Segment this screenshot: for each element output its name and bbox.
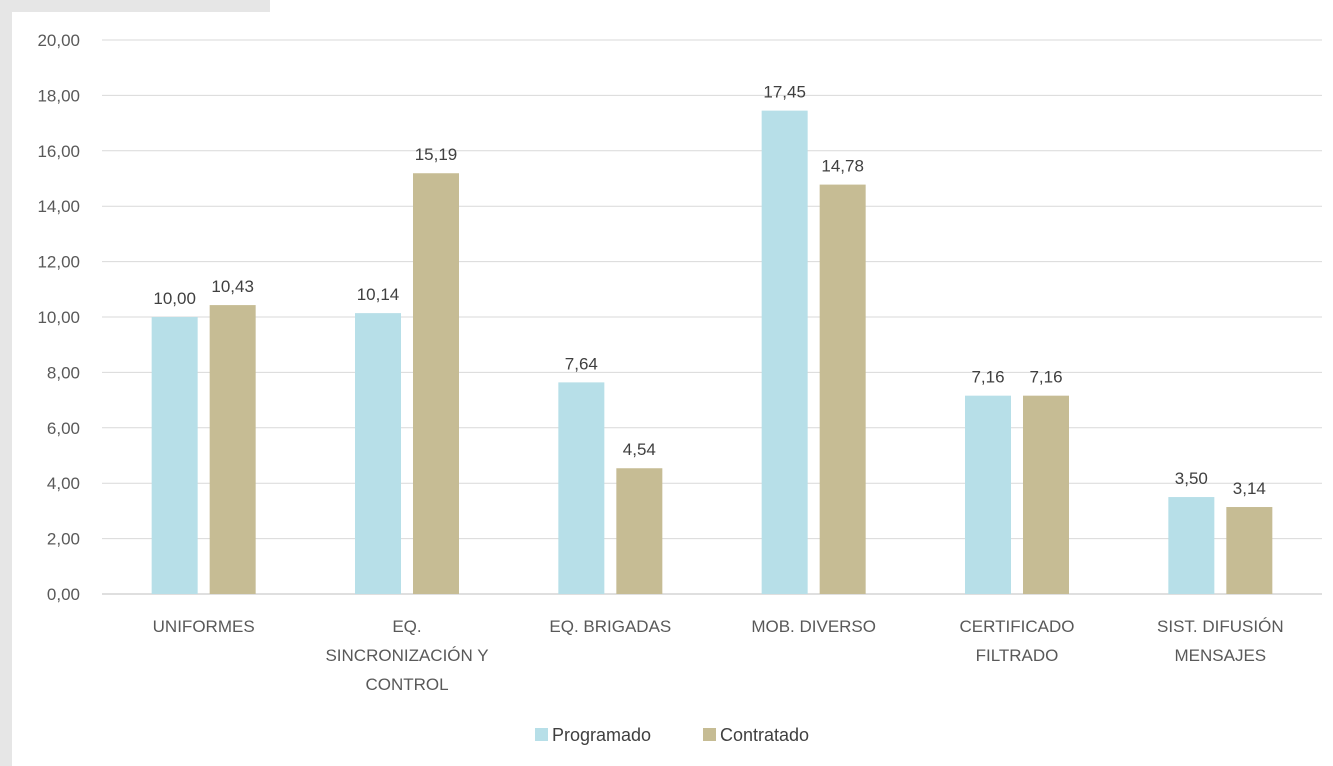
x-tick-label: SINCRONIZACIÓN Y bbox=[325, 646, 488, 665]
data-label: 7,16 bbox=[971, 368, 1004, 387]
y-tick-label: 10,00 bbox=[37, 308, 80, 327]
x-axis-categories: UNIFORMES EQ. SINCRONIZACIÓN Y CONTROL EQ. B… bbox=[153, 617, 1284, 694]
x-tick-label: CONTROL bbox=[365, 675, 448, 694]
data-label: 10,00 bbox=[153, 289, 196, 308]
x-tick-label: EQ. bbox=[392, 617, 421, 636]
bar-contratado bbox=[1023, 395, 1069, 594]
y-tick-label: 16,00 bbox=[37, 142, 80, 161]
panel-top bbox=[270, 0, 1333, 12]
x-tick-label: MENSAJES bbox=[1175, 646, 1267, 665]
x-tick-label: EQ. BRIGADAS bbox=[549, 617, 671, 636]
y-tick-label: 6,00 bbox=[47, 419, 80, 438]
bar-contratado bbox=[819, 184, 866, 594]
legend: Programado Contratado bbox=[535, 725, 809, 745]
y-tick-label: 2,00 bbox=[47, 530, 80, 549]
data-label: 3,14 bbox=[1233, 479, 1266, 498]
bar-programado bbox=[1168, 497, 1215, 594]
y-tick-label: 4,00 bbox=[47, 474, 80, 493]
gridlines bbox=[102, 39, 1322, 595]
data-label: 7,16 bbox=[1029, 368, 1062, 387]
y-tick-label: 14,00 bbox=[37, 197, 80, 216]
bars bbox=[151, 110, 1273, 594]
bar-programado bbox=[761, 110, 808, 594]
legend-swatch bbox=[703, 728, 716, 741]
data-label: 10,43 bbox=[211, 277, 254, 296]
bar-programado bbox=[151, 317, 198, 594]
x-tick-label: SIST. DIFUSIÓN bbox=[1157, 617, 1284, 636]
y-tick-label: 8,00 bbox=[47, 363, 80, 382]
x-tick-label: FILTRADO bbox=[976, 646, 1059, 665]
bar-contratado bbox=[209, 305, 256, 594]
data-label: 14,78 bbox=[821, 157, 864, 176]
background-tab bbox=[0, 0, 270, 12]
y-tick-label: 12,00 bbox=[37, 253, 80, 272]
data-label: 4,54 bbox=[623, 440, 656, 459]
data-label: 3,50 bbox=[1175, 469, 1208, 488]
data-label: 10,14 bbox=[357, 285, 400, 304]
data-label: 15,19 bbox=[415, 145, 458, 164]
y-tick-label: 18,00 bbox=[37, 86, 80, 105]
x-tick-label: UNIFORMES bbox=[153, 617, 255, 636]
data-label: 7,64 bbox=[565, 354, 598, 373]
bar-programado bbox=[558, 382, 605, 594]
data-labels: 10,00 10,43 10,14 15,19 7,64 4,54 17,45 14,78 7,… bbox=[153, 83, 1265, 498]
bar-programado bbox=[355, 313, 401, 594]
data-label: 17,45 bbox=[763, 83, 806, 102]
bar-contratado bbox=[1226, 507, 1273, 594]
bar-contratado bbox=[413, 173, 459, 594]
y-tick-label: 20,00 bbox=[37, 31, 80, 50]
x-tick-label: MOB. DIVERSO bbox=[751, 617, 876, 636]
x-tick-label: CERTIFICADO bbox=[960, 617, 1075, 636]
bar-contratado bbox=[616, 468, 663, 594]
legend-swatch bbox=[535, 728, 548, 741]
y-tick-label: 0,00 bbox=[47, 585, 80, 604]
bar-programado bbox=[965, 395, 1011, 594]
legend-label: Programado bbox=[552, 725, 651, 745]
y-axis-ticks: 0,00 2,00 4,00 6,00 8,00 10,00 12,00 14,00 16,00… bbox=[37, 31, 80, 604]
legend-label: Contratado bbox=[720, 725, 809, 745]
